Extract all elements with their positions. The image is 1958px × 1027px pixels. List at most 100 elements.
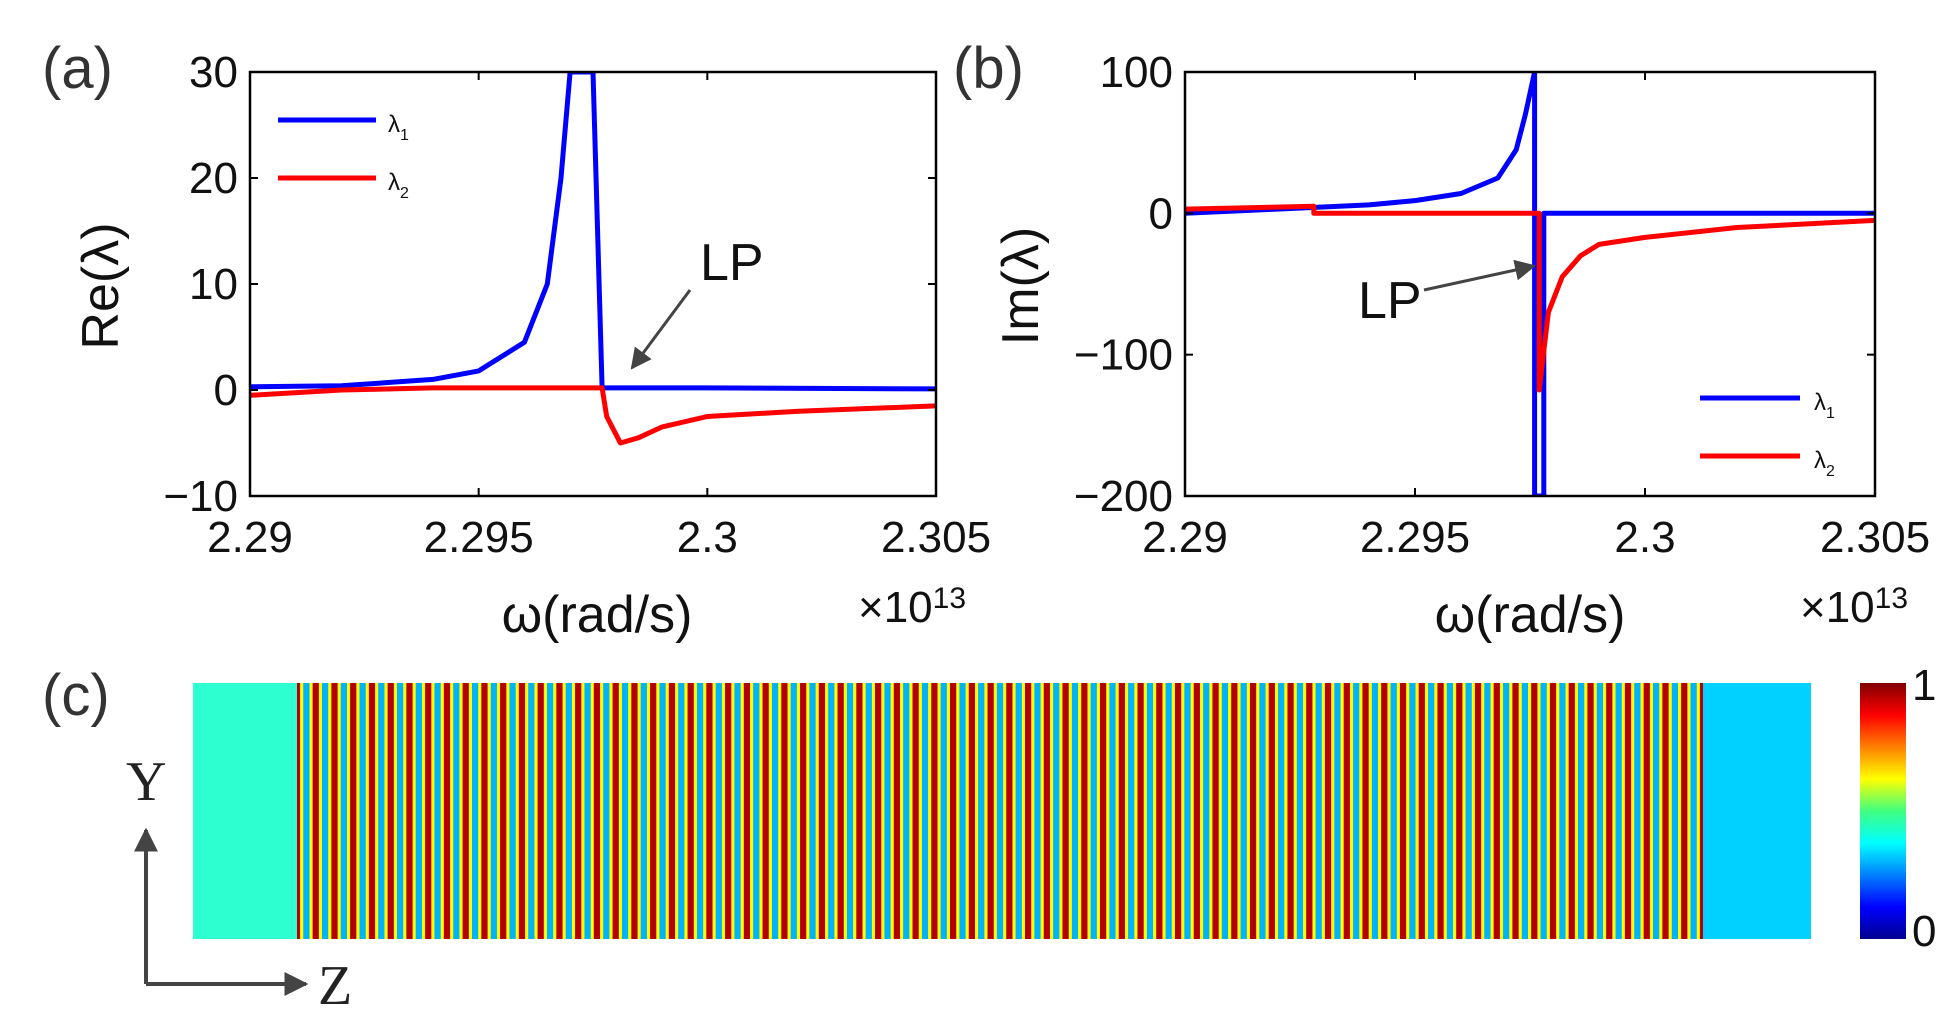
heatmap-stripe — [322, 683, 326, 939]
colorbar-tick-max: 1 — [1912, 661, 1936, 710]
heatmap-stripe — [562, 683, 567, 939]
heatmap-stripe — [640, 683, 645, 939]
heatmap-stripe — [1331, 683, 1335, 939]
heatmap-stripe — [1253, 683, 1257, 939]
heatmap-stripe — [1212, 683, 1217, 939]
heatmap-stripe — [868, 683, 873, 939]
heatmap-stripe — [409, 683, 414, 939]
heatmap-stripe — [556, 683, 561, 939]
heatmap-stripe — [412, 683, 417, 939]
heatmap-stripe — [1574, 683, 1579, 939]
heatmap-stripe — [1428, 683, 1432, 939]
heatmap-stripe — [940, 683, 945, 939]
heatmap-stripe — [1081, 683, 1085, 939]
heatmap-stripe — [962, 683, 967, 939]
heatmap-stripe — [893, 683, 898, 939]
heatmap-stripe — [681, 683, 686, 939]
heatmap-stripe — [971, 683, 976, 939]
heatmap-stripe — [746, 683, 751, 939]
panel-a-ytick-label: −10 — [163, 472, 238, 521]
heatmap-stripe — [843, 683, 848, 939]
heatmap-stripe — [1474, 683, 1479, 939]
panel-b-legend: λ1 λ2 — [1700, 389, 1835, 480]
heatmap-stripe — [1315, 683, 1320, 939]
heatmap-stripe — [1021, 683, 1026, 939]
heatmap-stripe — [1134, 683, 1139, 939]
heatmap-stripe — [1115, 683, 1120, 939]
heatmap-stripe — [621, 683, 626, 939]
heatmap-stripe — [700, 683, 704, 939]
heatmap-stripe — [503, 683, 507, 939]
heatmap-stripe — [706, 683, 711, 939]
heatmap-stripe — [987, 683, 992, 939]
panel-a-xtick-label: 2.29 — [207, 513, 293, 562]
panel-a-xtick-label: 2.3 — [677, 513, 738, 562]
panel-b-series — [1185, 72, 1875, 496]
heatmap-stripe — [553, 683, 557, 939]
heatmap-stripe — [768, 683, 773, 939]
heatmap-stripe — [350, 683, 354, 939]
heatmap-stripe — [806, 683, 810, 939]
heatmap-stripe — [1562, 683, 1567, 939]
heatmap-stripe — [1256, 683, 1260, 939]
heatmap-stripe — [1662, 683, 1667, 939]
heatmap-stripe — [1071, 683, 1076, 939]
z-axis-label: Z — [318, 955, 352, 1017]
heatmap-stripe — [418, 683, 423, 939]
heatmap-stripe — [1087, 683, 1092, 939]
heatmap-stripe — [1187, 683, 1192, 939]
heatmap-stripe — [356, 683, 361, 939]
heatmap-stripe — [1121, 683, 1126, 939]
heatmap-stripe — [531, 683, 536, 939]
heatmap-stripe — [778, 683, 782, 939]
heatmap-stripe — [1640, 683, 1645, 939]
heatmap-stripe — [1296, 683, 1301, 939]
heatmap-stripe — [1109, 683, 1114, 939]
panel-a-ytick-label: 30 — [189, 48, 238, 97]
heatmap-stripe — [1371, 683, 1376, 939]
heatmap-stripe — [1112, 683, 1117, 939]
heatmap-stripe — [1162, 683, 1167, 939]
heatmap-stripe — [787, 683, 792, 939]
panel-b-legend-label-1: λ1 — [1814, 389, 1835, 422]
heatmap-stripe — [825, 683, 829, 939]
heatmap-stripe — [1659, 683, 1663, 939]
heatmap-stripe — [1656, 683, 1660, 939]
heatmap-stripe — [1056, 683, 1060, 939]
heatmap-stripe — [1303, 683, 1307, 939]
heatmap-stripe — [1496, 683, 1501, 939]
heatmap-stripe — [1171, 683, 1176, 939]
heatmap-stripe — [815, 683, 820, 939]
heatmap-stripe — [862, 683, 867, 939]
heatmap-stripe — [703, 683, 707, 939]
heatmap-stripe — [906, 683, 910, 939]
heatmap-stripe — [678, 683, 682, 939]
panel-a-ticks: 2.29 2.295 2.3 2.305 −10 0 10 20 30 — [163, 48, 991, 562]
heatmap-stripe — [1084, 683, 1089, 939]
heatmap-stripe — [343, 683, 348, 939]
heatmap-stripe — [1321, 683, 1326, 939]
heatmap-stripe — [903, 683, 907, 939]
heatmap-stripe — [850, 683, 854, 939]
heatmap-stripe — [1062, 683, 1067, 939]
heatmap-stripe — [1484, 683, 1489, 939]
heatmap-stripe — [1540, 683, 1545, 939]
heatmap-stripe — [593, 683, 598, 939]
panel-b-ylabel: Im(λ) — [992, 227, 1050, 345]
heatmap-stripe — [975, 683, 979, 939]
heatmap-stripe — [1384, 683, 1389, 939]
heatmap-stripe — [606, 683, 611, 939]
heatmap-stripe — [415, 683, 420, 939]
heatmap-stripe — [1156, 683, 1160, 939]
heatmap-stripe — [1268, 683, 1273, 939]
heatmap-stripe — [1549, 683, 1554, 939]
heatmap-stripe — [978, 683, 982, 939]
heatmap-stripe — [968, 683, 973, 939]
panel-a-ylabel: Re(λ) — [72, 222, 130, 349]
heatmap-stripe — [1196, 683, 1201, 939]
heatmap-stripe — [1153, 683, 1157, 939]
heatmap-stripe — [656, 683, 661, 939]
heatmap-stripe — [984, 683, 989, 939]
heatmap-stripe — [612, 683, 617, 939]
heatmap-stripe — [1487, 683, 1492, 939]
